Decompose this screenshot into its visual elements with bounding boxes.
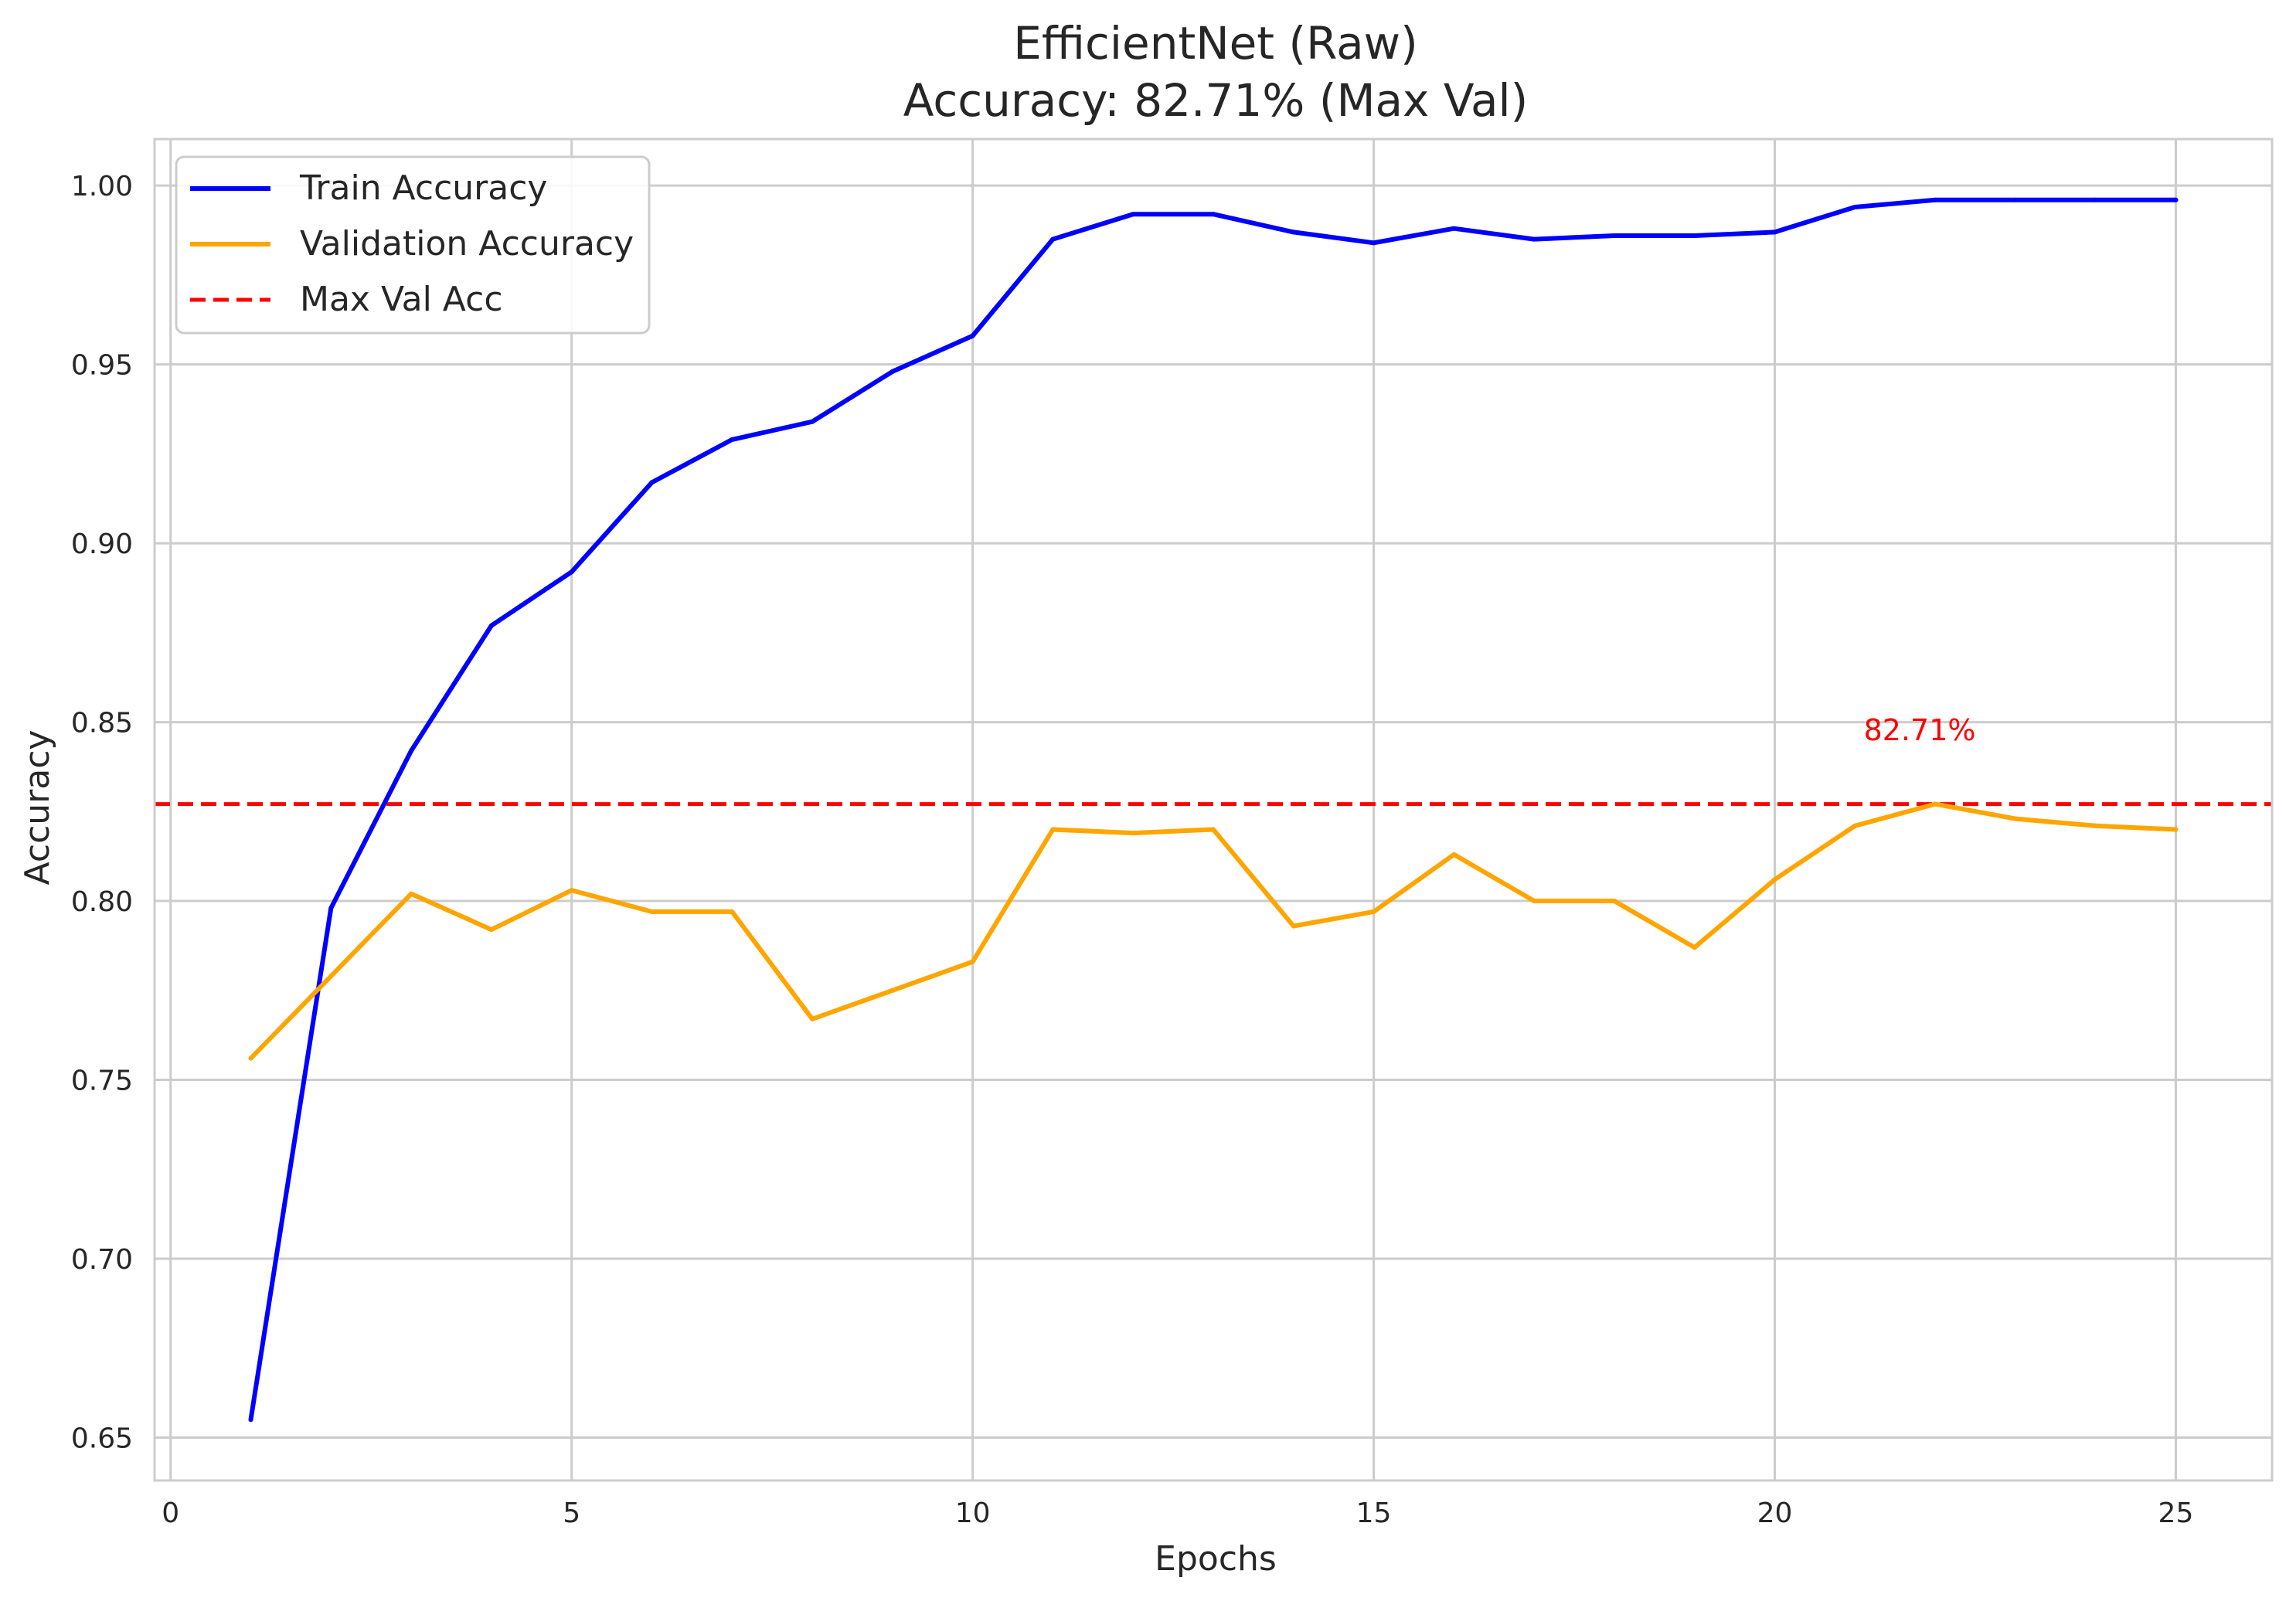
x-tick-label: 0 <box>162 1497 179 1529</box>
data-point-train-accuracy <box>328 906 334 911</box>
data-point-train-accuracy <box>569 569 574 575</box>
data-point-validation-accuracy <box>810 1016 815 1021</box>
y-axis-label: Accuracy <box>18 730 57 885</box>
data-point-train-accuracy <box>1371 240 1376 246</box>
y-axis-ticks: 0.65 0.70 0.75 0.80 0.85 0.90 0.95 1.00 <box>71 171 133 1454</box>
y-tick-label: 0.85 <box>71 708 133 739</box>
data-point-train-accuracy <box>1692 233 1697 238</box>
data-point-validation-accuracy <box>1291 923 1296 929</box>
data-point-validation-accuracy <box>970 959 975 964</box>
data-point-train-accuracy <box>1852 204 1858 209</box>
data-point-train-accuracy <box>1291 229 1296 235</box>
data-point-validation-accuracy <box>248 1055 253 1061</box>
data-point-validation-accuracy <box>1451 851 1457 857</box>
data-point-validation-accuracy <box>2093 823 2098 828</box>
data-point-validation-accuracy <box>1532 899 1537 904</box>
data-point-validation-accuracy <box>488 927 494 933</box>
max-val-annotation: 82.71% <box>1864 713 1976 747</box>
data-point-train-accuracy <box>488 623 494 628</box>
x-tick-label: 15 <box>1356 1497 1392 1529</box>
data-point-validation-accuracy <box>1211 827 1216 832</box>
x-tick-label: 10 <box>955 1497 991 1529</box>
data-point-train-accuracy <box>2093 197 2098 202</box>
data-point-validation-accuracy <box>409 891 414 896</box>
data-point-train-accuracy <box>1050 236 1056 242</box>
y-tick-label: 0.95 <box>71 350 133 382</box>
data-point-train-accuracy <box>1211 212 1216 217</box>
data-point-validation-accuracy <box>1611 899 1617 904</box>
x-tick-label: 25 <box>2158 1497 2194 1529</box>
data-point-validation-accuracy <box>889 987 895 993</box>
data-point-validation-accuracy <box>1131 831 1136 836</box>
data-point-train-accuracy <box>970 333 975 338</box>
data-point-train-accuracy <box>409 748 414 753</box>
legend-box <box>175 155 651 335</box>
y-tick-label: 0.65 <box>71 1423 133 1454</box>
data-point-train-accuracy <box>2173 197 2179 202</box>
x-tick-label: 20 <box>1757 1497 1793 1529</box>
chart-subtitle: Accuracy: 82.71% (Max Val) <box>903 74 1529 127</box>
data-point-train-accuracy <box>2012 197 2018 202</box>
data-point-train-accuracy <box>889 369 895 374</box>
data-point-validation-accuracy <box>328 974 334 979</box>
data-point-train-accuracy <box>1772 229 1777 235</box>
series-layer <box>248 197 2179 1423</box>
data-point-validation-accuracy <box>1371 909 1376 914</box>
data-point-train-accuracy <box>1451 226 1457 231</box>
data-point-train-accuracy <box>1532 236 1537 242</box>
data-point-train-accuracy <box>810 419 815 424</box>
x-axis-ticks: 0 5 10 15 20 25 <box>162 1497 2193 1529</box>
y-tick-label: 0.75 <box>71 1066 133 1097</box>
data-point-validation-accuracy <box>2012 816 2018 821</box>
data-point-train-accuracy <box>1611 233 1617 238</box>
x-tick-label: 5 <box>563 1497 580 1529</box>
data-point-validation-accuracy <box>649 909 655 914</box>
legend: Train Accuracy Validation Accuracy Max V… <box>175 155 651 335</box>
data-point-train-accuracy <box>1131 212 1136 217</box>
data-point-validation-accuracy <box>730 909 735 914</box>
y-tick-label: 0.80 <box>71 886 133 918</box>
y-tick-label: 1.00 <box>71 171 133 202</box>
data-point-train-accuracy <box>248 1417 253 1423</box>
legend-label-validation: Validation Accuracy <box>300 224 634 263</box>
grid <box>155 139 2272 1480</box>
data-point-validation-accuracy <box>1933 801 1938 807</box>
x-axis-label: Epochs <box>1155 1539 1277 1579</box>
plot-frame <box>153 138 2274 1482</box>
y-tick-label: 0.90 <box>71 529 133 560</box>
data-point-validation-accuracy <box>569 888 574 893</box>
legend-label-train: Train Accuracy <box>299 168 547 208</box>
chart-title: EfficientNet (Raw) <box>1013 17 1417 70</box>
data-point-validation-accuracy <box>2173 827 2179 832</box>
data-point-validation-accuracy <box>1050 827 1056 832</box>
y-tick-label: 0.70 <box>71 1244 133 1276</box>
data-point-train-accuracy <box>1933 197 1938 202</box>
data-point-validation-accuracy <box>1692 945 1697 950</box>
data-point-train-accuracy <box>649 480 655 485</box>
legend-label-max-val: Max Val Acc <box>300 280 503 319</box>
data-point-validation-accuracy <box>1772 877 1777 882</box>
data-point-train-accuracy <box>730 437 735 442</box>
data-point-validation-accuracy <box>1852 823 1858 828</box>
